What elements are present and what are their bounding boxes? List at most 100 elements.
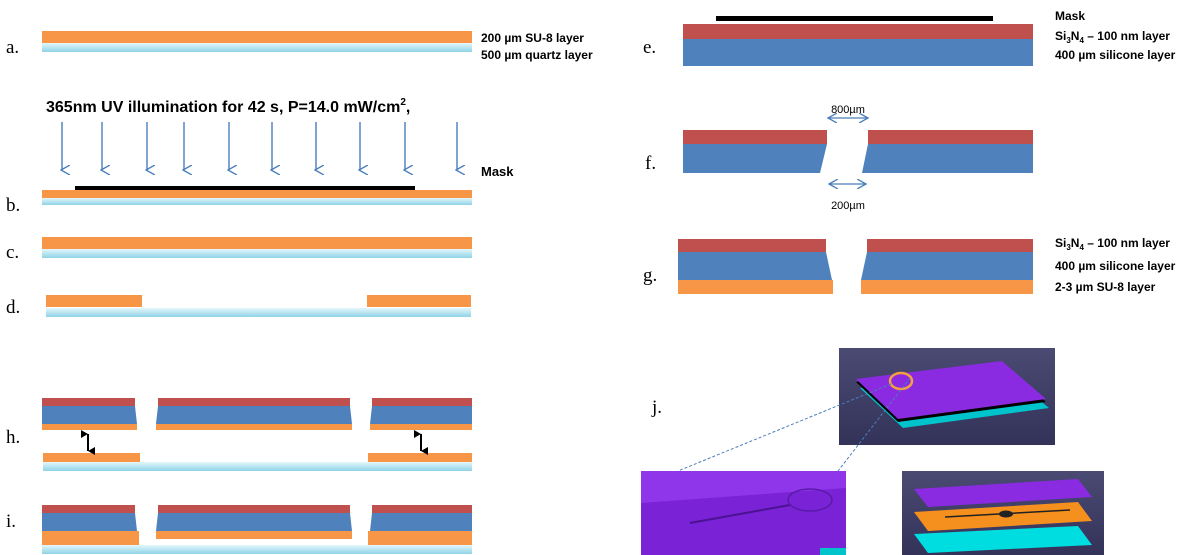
formula-si: Si [1055, 236, 1066, 250]
formula-si: Si [1055, 29, 1066, 43]
silicone-layer-left [683, 144, 827, 173]
formula-sub-3: 3 [1066, 243, 1071, 252]
su8-thin-layer [42, 424, 137, 430]
zoom-quartz-edge [820, 548, 846, 555]
panel-label-g: g. [643, 265, 657, 286]
uv-illumination-caption: 365nm UV illumination for 42 s, P=14.0 m… [46, 97, 410, 116]
device-top-plate [856, 361, 1046, 419]
silicone-layer [370, 406, 472, 424]
exploded-chamber [999, 510, 1013, 518]
microchannel [689, 504, 791, 524]
nitride-layer [372, 505, 472, 513]
silicone-layer [42, 513, 137, 531]
panel-j: j. [641, 348, 1104, 555]
panel-f: f. 800µm 200µm [645, 104, 1033, 212]
top-opening-dimension-label: 800µm [831, 104, 865, 116]
formula-n: N [1071, 236, 1080, 250]
formula-sub-3: 3 [1066, 36, 1071, 45]
quartz-layer [42, 43, 472, 52]
quartz-layer [43, 462, 472, 471]
silicone-layer-label: 400 µm silicone layer [1055, 259, 1176, 273]
panel-label-f: f. [645, 153, 656, 174]
panel-label-j: j. [651, 397, 662, 418]
su8-layer [42, 237, 472, 249]
nitride-layer [683, 24, 1033, 39]
panel-e: e. Mask Si3N4 – 100 nm layer 400 µm sili… [643, 9, 1176, 66]
quartz-layer [46, 308, 471, 317]
panel-c: c. [6, 237, 472, 263]
silicone-layer-left [678, 252, 832, 280]
silicone-layer [370, 513, 472, 531]
exploded-quartz-layer [914, 526, 1092, 553]
silicone-layer [42, 406, 137, 424]
su8-pattern-right [367, 295, 471, 307]
su8-layer-label: 200 µm SU-8 layer [481, 31, 584, 45]
su8-thin-layer [156, 531, 352, 539]
uv-caption-tail: , [406, 99, 410, 116]
silicone-layer-label: 400 µm silicone layer [1055, 48, 1176, 62]
formula-n: N [1071, 29, 1080, 43]
mask-label: Mask [1055, 9, 1085, 23]
uv-caption-superscript: 2 [400, 97, 406, 108]
silicone-layer-right [861, 252, 1033, 280]
nitride-layer [42, 505, 135, 513]
panel-a: a. 200 µm SU-8 layer 500 µm quartz layer [6, 31, 593, 62]
nitride-layer-left [678, 239, 826, 252]
quartz-layer [42, 545, 472, 554]
zoom-top-surface [641, 471, 846, 503]
formula-sub-4: 4 [1079, 243, 1084, 252]
su8-layer-left [678, 280, 833, 294]
nitride-layer-label: Si3N4 – 100 nm layer [1055, 29, 1170, 45]
uv-caption-text: 365nm UV illumination for 42 s, P=14.0 m… [46, 99, 400, 116]
nitride-layer [372, 398, 472, 406]
quartz-layer-label: 500 µm quartz layer [481, 48, 593, 62]
nitride-layer [158, 398, 350, 406]
zoom-line-left [677, 383, 892, 472]
su8-layer [42, 31, 472, 43]
nitride-layer-label: Si3N4 – 100 nm layer [1055, 236, 1170, 252]
su8-pattern-left [46, 295, 142, 307]
nitride-layer-left [683, 130, 827, 144]
su8-bonded-layer [42, 531, 139, 545]
uv-arrows [62, 122, 457, 170]
su8-pattern-left [43, 453, 140, 462]
panel-h: h. [6, 398, 472, 471]
nitride-layer [158, 505, 350, 513]
panel-i: i. [6, 505, 472, 554]
panel-label-d: d. [6, 297, 20, 318]
panel-b: 365nm UV illumination for 42 s, P=14.0 m… [6, 97, 514, 216]
quartz-layer [42, 198, 472, 205]
su8-layer [42, 190, 472, 198]
su8-pattern-right [368, 453, 472, 462]
photomask [75, 186, 415, 190]
zoom-circle [787, 488, 833, 512]
panel-g: g. Si3N4 – 100 nm layer 400 µm silicone … [643, 236, 1176, 294]
su8-bonded-layer [368, 531, 472, 545]
formula-sub-4: 4 [1079, 36, 1084, 45]
silicone-layer [156, 513, 352, 531]
panel-label-c: c. [6, 242, 19, 263]
nitride-layer-right [867, 239, 1033, 252]
panel-label-b: b. [6, 195, 20, 216]
nitride-layer [42, 398, 135, 406]
panel-label-e: e. [643, 37, 656, 58]
exploded-top-plate [914, 479, 1092, 507]
silicone-layer [683, 39, 1033, 66]
mask-label: Mask [481, 164, 514, 179]
quartz-layer [42, 249, 472, 258]
silicone-layer [156, 406, 352, 424]
panel-label-h: h. [6, 427, 20, 448]
su8-thin-layer [370, 424, 472, 430]
su8-thin-layer [156, 424, 352, 430]
silicone-layer-right [862, 144, 1033, 173]
photomask [716, 16, 993, 21]
su8-layer-right [861, 280, 1033, 294]
panel-label-i: i. [6, 511, 16, 532]
bottom-opening-dimension-label: 200µm [831, 200, 865, 212]
formula-suffix: – 100 nm layer [1084, 236, 1170, 250]
panel-d: d. [6, 295, 471, 318]
highlight-circle [888, 371, 914, 391]
formula-suffix: – 100 nm layer [1084, 29, 1170, 43]
nitride-layer-right [868, 130, 1033, 144]
